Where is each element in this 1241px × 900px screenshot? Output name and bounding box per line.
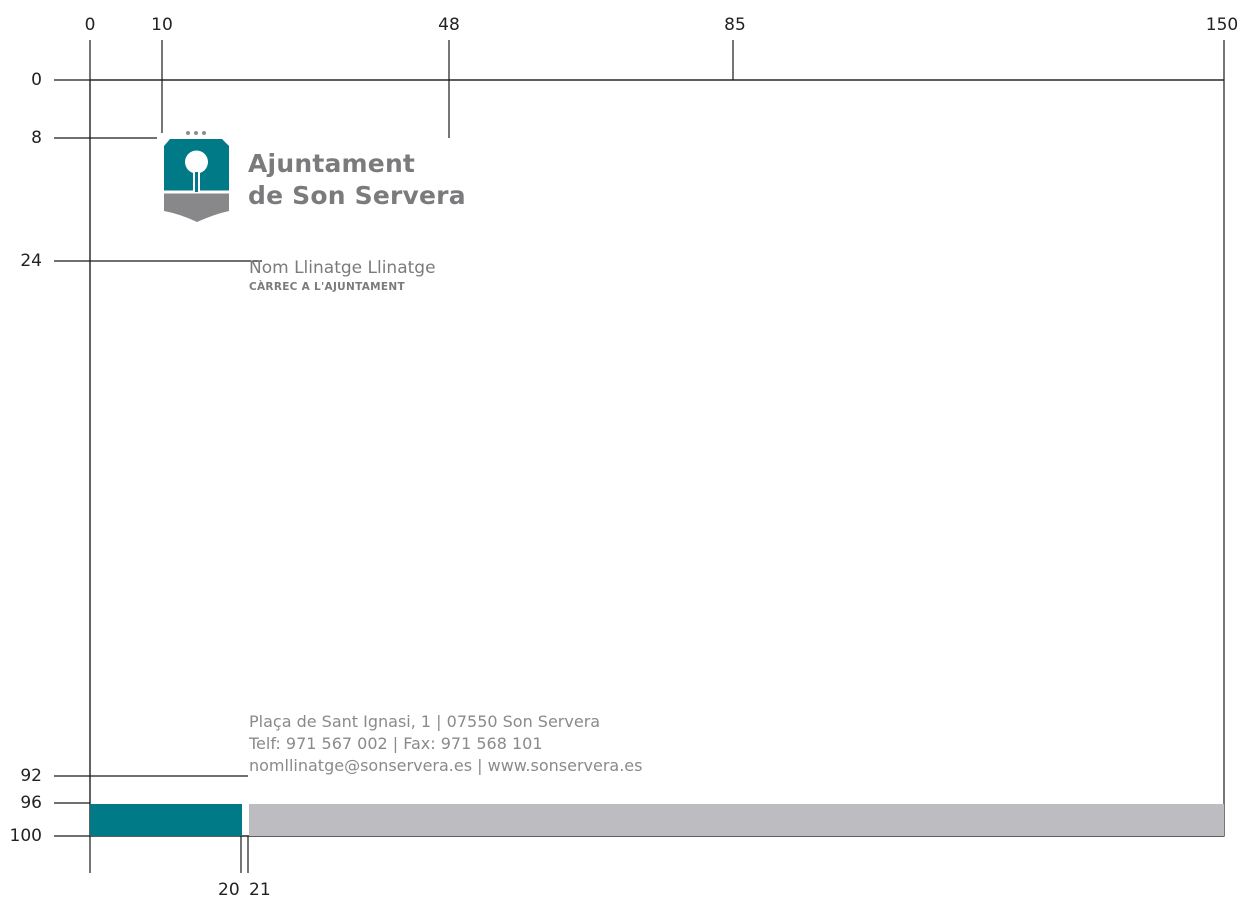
contact-block: Plaça de Sant Ignasi, 1 | 07550 Son Serv… (249, 711, 642, 777)
axis-top-label: 85 (724, 15, 746, 35)
axis-left-label: 0 (31, 70, 42, 90)
axis-top-label: 10 (151, 15, 173, 35)
contact-phone: Telf: 971 567 002 | Fax: 971 568 101 (249, 734, 543, 753)
axis-left-label: 96 (20, 793, 42, 813)
axis-left-label: 100 (9, 826, 42, 846)
organization-name-line2: de Son Servera (248, 181, 466, 210)
axis-left-label: 8 (31, 128, 42, 148)
person-name: Nom Llinatge Llinatge (249, 258, 436, 278)
axis-bottom-label: 20 (218, 880, 240, 900)
axis-top-label: 0 (84, 15, 96, 35)
shield-with-tree-icon (164, 131, 229, 222)
axis-bottom-label: 21 (249, 880, 271, 900)
axis-top-label: 48 (438, 15, 460, 35)
axis-left-label: 24 (20, 251, 42, 271)
footer-grey-bar (249, 804, 1224, 836)
contact-address: Plaça de Sant Ignasi, 1 | 07550 Son Serv… (249, 712, 601, 731)
person-block: Nom Llinatge Llinatge CÀRREC A L'AJUNTAM… (249, 257, 436, 295)
axis-left-label: 92 (20, 766, 42, 786)
organization-name: Ajuntament de Son Servera (248, 148, 466, 212)
contact-web: nomllinatge@sonservera.es | www.sonserve… (249, 756, 643, 775)
footer-teal-bar (90, 804, 242, 836)
axis-top-label: 150 (1205, 15, 1239, 35)
person-role: CÀRREC A L'AJUNTAMENT (249, 281, 405, 293)
organization-name-line1: Ajuntament (248, 149, 416, 178)
